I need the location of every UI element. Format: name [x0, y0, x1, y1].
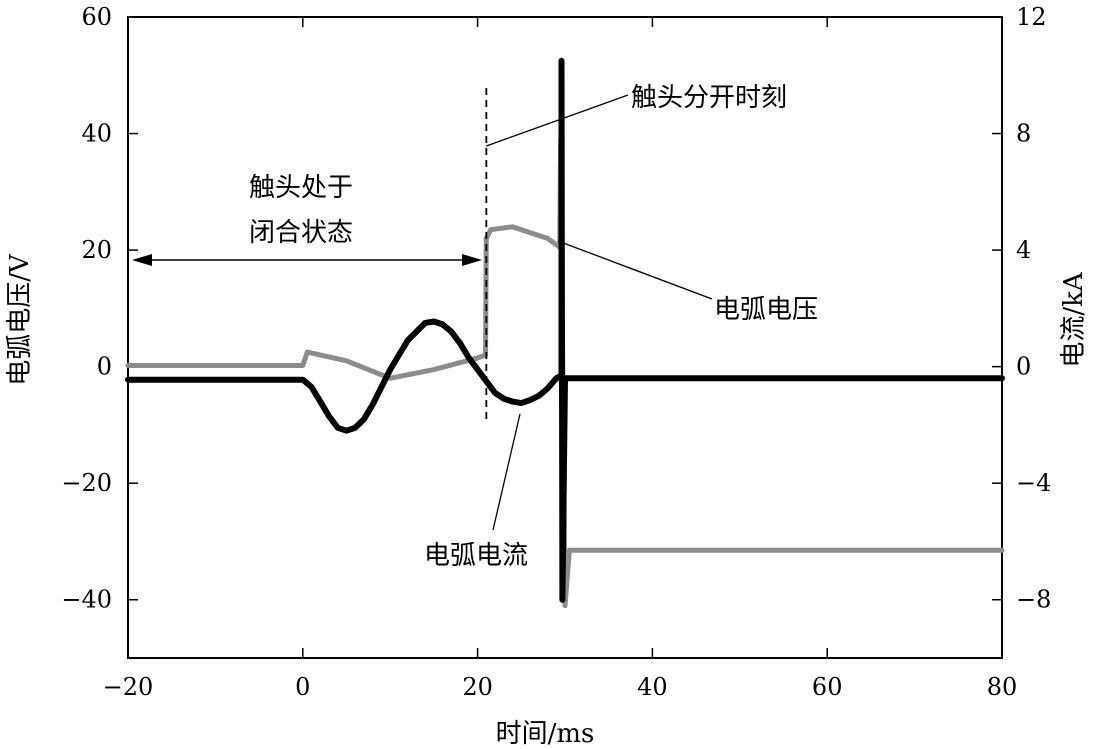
separation-leader-line — [486, 94, 629, 147]
x-tick-label: 80 — [987, 673, 1018, 701]
y-left-tick-label: −40 — [61, 586, 112, 614]
x-tick-label: 40 — [637, 673, 668, 701]
plot-frame — [127, 16, 1003, 659]
y-left-tick-label: 60 — [81, 3, 112, 31]
x-tick-label: 60 — [812, 673, 843, 701]
y-right-tick-label: −8 — [1016, 586, 1051, 614]
y-right-tick-label: 4 — [1016, 236, 1031, 264]
current-leader-line — [492, 413, 521, 531]
current-series-line — [125, 57, 1005, 603]
annotation-separation: 触头分开时刻 — [631, 83, 787, 113]
y-right-tick-label: 12 — [1016, 3, 1047, 31]
y-left-tick-label: 20 — [81, 236, 112, 264]
x-tick-label: 0 — [295, 673, 310, 701]
y-left-tick-label: 40 — [81, 120, 112, 148]
y-right-axis-title: 电流/kA — [1059, 271, 1089, 368]
closed-state-arrow-head-right — [462, 254, 482, 266]
x-tick-label: 20 — [462, 673, 493, 701]
y-left-tick-label: 0 — [97, 353, 112, 381]
annotation-voltage: 电弧电压 — [714, 295, 818, 325]
y-right-tick-label: 8 — [1016, 120, 1031, 148]
y-right-tick-label: 0 — [1016, 353, 1031, 381]
data-series — [125, 57, 1005, 609]
annotation-lines — [132, 88, 713, 531]
y-left-tick-label: −20 — [61, 469, 112, 497]
x-tick-label: −20 — [103, 673, 154, 701]
x-axis-title: 时间/ms — [496, 719, 595, 749]
closed-state-arrow-head-left — [132, 254, 152, 266]
voltage-series-line — [125, 136, 1005, 609]
voltage-leader-line — [557, 240, 713, 300]
annotation-closed-line2: 闭合状态 — [249, 218, 353, 248]
y-right-tick-label: −4 — [1016, 469, 1051, 497]
annotation-current: 电弧电流 — [424, 541, 528, 571]
annotation-closed-line1: 触头处于 — [249, 173, 353, 203]
y-left-axis-title: 电弧电压/V — [5, 253, 35, 386]
